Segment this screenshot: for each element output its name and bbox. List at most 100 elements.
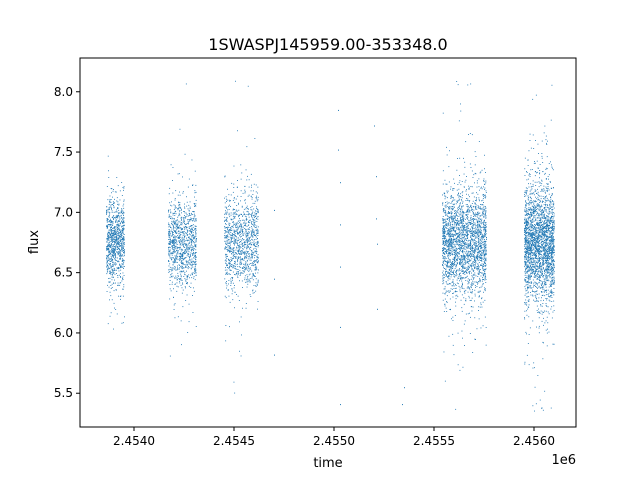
data-point [119,224,121,226]
data-point [452,320,454,321]
data-point [229,227,231,228]
data-point [194,252,196,254]
data-point [256,216,258,218]
data-point [476,228,478,230]
data-point [473,206,474,208]
data-point [484,195,486,196]
data-point [448,220,450,221]
data-point [452,266,453,267]
data-point [467,216,468,217]
data-point [455,261,457,263]
data-point [466,211,467,213]
data-point [467,245,469,247]
data-point [229,242,231,244]
data-point [188,223,189,225]
data-point [237,250,238,252]
data-point [123,234,125,235]
data-point [118,220,120,222]
data-point [450,265,452,267]
data-point [462,211,464,212]
data-point [179,234,181,236]
data-point [174,240,176,242]
data-point [244,269,245,271]
data-point [169,253,171,255]
data-point [172,224,174,225]
data-point [457,227,459,228]
data-point [471,266,472,268]
data-point [120,222,121,224]
data-point [186,263,188,265]
data-point [121,195,123,196]
data-point [442,264,444,266]
data-point [112,216,114,218]
data-point [459,237,461,238]
data-point [248,253,250,255]
data-point [232,227,234,229]
data-point [173,240,175,242]
data-point [447,240,449,241]
data-point [249,248,250,250]
data-point [446,301,448,302]
data-point [180,234,182,236]
data-point [195,220,197,222]
data-point [254,224,256,226]
data-point [185,249,187,251]
data-point [110,204,112,206]
data-point [446,265,447,267]
data-point [171,267,173,269]
data-point [226,237,228,239]
data-point [184,253,186,255]
data-point [245,262,247,264]
data-point [118,220,120,221]
data-point [229,229,231,231]
data-point [469,133,471,134]
data-point [185,280,187,282]
data-point [469,273,470,275]
data-point [172,261,174,263]
data-point [442,278,444,280]
data-point [471,239,473,241]
data-point [445,273,447,275]
data-point [108,220,110,222]
data-point [242,258,243,259]
data-point [176,285,178,287]
data-point [106,210,108,212]
data-point [185,216,187,218]
data-point [454,253,456,255]
data-point [110,232,112,234]
data-point [229,265,231,267]
data-point [455,259,457,261]
data-point [460,193,461,195]
data-point [443,247,445,248]
data-point [173,243,175,245]
data-point [192,255,194,256]
data-point [448,216,450,218]
data-point [225,235,226,237]
data-point [190,217,192,219]
data-point [170,258,172,260]
data-point [181,236,183,238]
data-point [121,211,122,213]
data-point [239,280,240,282]
data-point [241,231,243,232]
data-point [120,253,122,254]
data-point [453,239,455,240]
data-point [469,279,471,280]
data-point [465,261,466,263]
data-point [459,242,461,243]
data-point [244,200,246,202]
data-point [182,282,183,284]
data-point [483,241,485,242]
data-point [257,216,259,218]
data-point [461,192,463,194]
data-point [183,276,185,277]
data-point [466,254,468,255]
data-point [448,335,450,337]
data-point [464,277,466,279]
data-point [481,188,483,190]
data-point [472,234,473,236]
data-point [117,242,119,244]
data-point [455,275,457,277]
data-point [123,239,125,241]
data-point [172,243,174,244]
